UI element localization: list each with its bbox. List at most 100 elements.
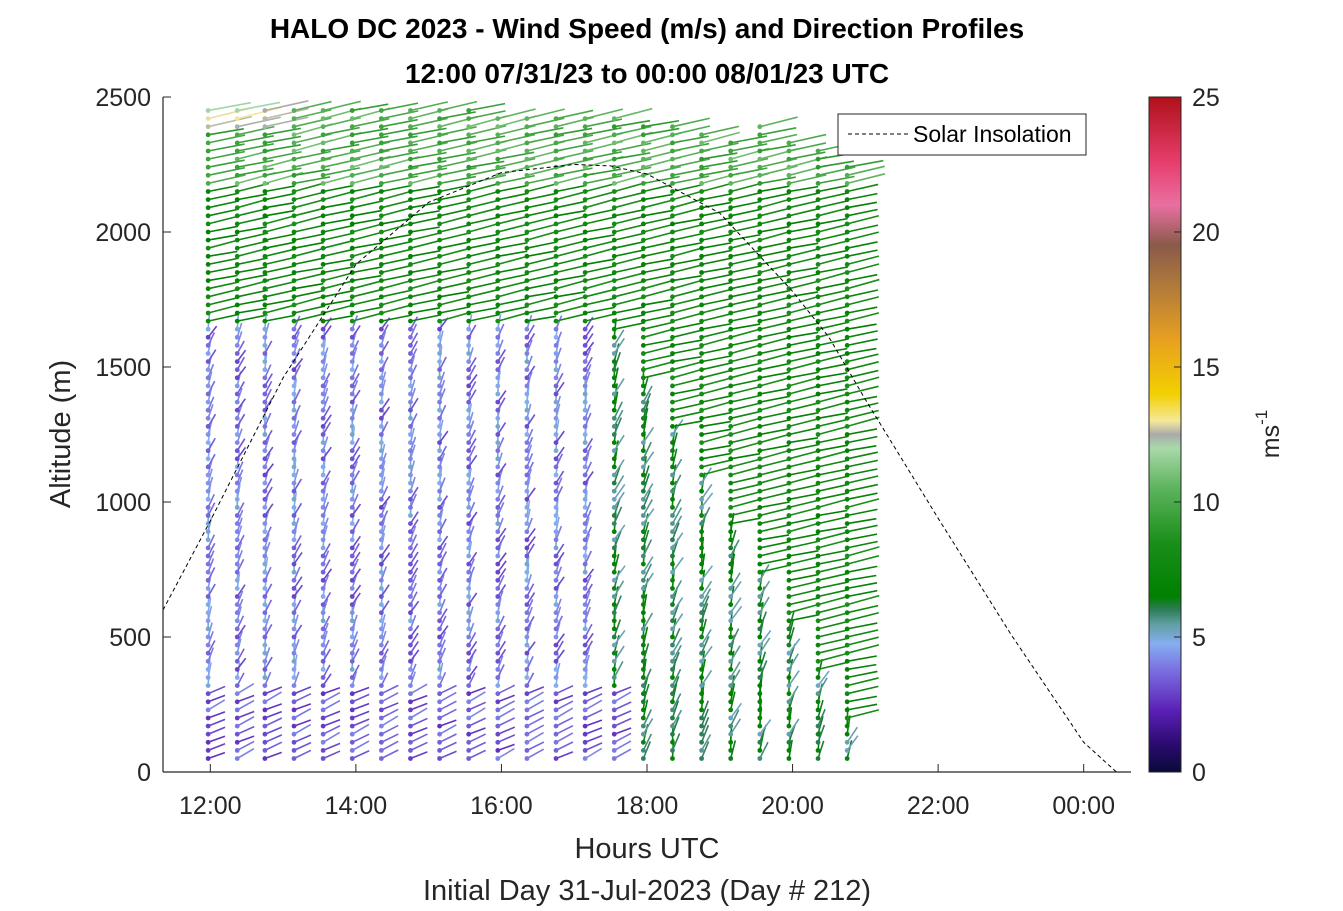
wind-barb [410,160,447,168]
wind-barb-dot [670,440,675,445]
wind-barb [759,637,771,654]
wind-barb-dot [378,748,384,753]
wind-barb-dot [553,464,559,470]
wind-barb-dot [844,521,850,526]
wind-barb-dot [378,383,384,389]
wind-barb-dot [466,488,472,494]
wind-barb-dot [815,537,821,543]
wind-barb [788,347,820,355]
wind-barb [613,661,624,678]
wind-barb-dot [408,658,413,664]
wind-barb-dot [378,302,384,308]
wind-barb-dot [524,359,530,364]
wind-barb-dot [640,391,646,397]
wind-barb-dot [378,343,384,348]
wind-barb [380,749,399,760]
wind-barb-dot [291,415,297,421]
wind-barb-dot [844,181,850,186]
wind-barb-dot [234,302,240,308]
wind-barb-dot [728,351,734,356]
wind-barb-dot [262,359,268,364]
wind-barb [468,271,501,282]
wind-barb-dot [699,229,704,235]
wind-barb [730,441,764,452]
colorbar-label: ms-1 [1252,410,1285,458]
wind-barb-dot [524,577,530,583]
wind-barb-dot [437,739,442,745]
wind-barb [672,246,705,258]
wind-barb [409,323,418,338]
wind-barb-dot [728,610,734,616]
wind-barb [237,135,274,144]
wind-barb-dot [408,472,413,478]
wind-barb-dot [466,407,472,413]
wind-barb-dot [844,253,850,259]
wind-barb-dot [728,189,734,194]
wind-barb [730,327,764,339]
wind-barb-dot [582,375,588,381]
wind-barb [555,741,574,752]
wind-barb-dot [611,245,617,251]
wind-barb [700,629,712,646]
chart-subtitle: 12:00 07/31/23 to 00:00 08/01/23 UTC [405,58,889,89]
wind-barb-dot [205,221,211,227]
wind-barb-dot [378,278,384,283]
wind-barb [439,708,457,719]
wind-barb [409,582,417,597]
wind-barb-dot [291,691,297,697]
wind-barb [439,296,472,306]
wind-barb-dot [349,262,355,267]
wind-barb-dot [495,521,501,526]
wind-barb [264,107,309,120]
wind-barb-dot [582,391,588,397]
wind-barb-dot [611,650,617,656]
wind-barb [788,718,800,735]
wind-barb-dot [320,124,326,130]
wind-barb-dot [844,691,850,697]
wind-barb [730,416,763,428]
wind-barb-dot [466,124,472,130]
wind-barb-dot [844,375,850,381]
y-tick-label: 2500 [95,84,151,112]
wind-barb-dot [670,521,675,526]
wind-barb [788,565,820,573]
wind-barb-dot [408,739,413,745]
wind-barb-dot [524,318,530,324]
wind-barb-dot [553,367,559,373]
wind-barb [788,473,822,484]
wind-barb-dot [466,505,472,510]
wind-barb-dot [757,237,763,243]
wind-barb [817,160,854,168]
wind-barb [700,595,710,614]
wind-barb [759,116,798,128]
wind-barb [237,106,282,120]
wind-barb-dot [582,407,588,413]
wind-barb-dot [553,440,559,445]
wind-barb [381,248,413,258]
wind-barb [643,198,676,209]
wind-barb [817,449,851,460]
wind-barb-dot [699,691,704,697]
wind-barb-dot [582,561,588,567]
wind-barb-dot [437,286,442,292]
wind-barb [410,250,441,258]
wind-barb [237,257,268,266]
wind-barb-dot [408,586,413,591]
wind-barb-dot [466,172,472,178]
wind-barb-dot [291,140,297,146]
wind-barb-dot [378,424,384,429]
wind-barb [438,671,447,686]
wind-barb-dot [320,634,326,640]
wind-barb-dot [378,577,384,583]
wind-barb [352,127,389,136]
wind-barb [672,206,705,217]
wind-barb [438,542,447,557]
wind-barb-dot [728,529,734,535]
wind-barb-dot [408,334,413,340]
wind-barb-dot [728,148,734,154]
wind-barb [584,126,622,136]
wind-barb-dot [349,586,355,591]
wind-barb [555,142,593,152]
wind-barb-dot [815,472,821,478]
wind-barb [643,369,675,379]
